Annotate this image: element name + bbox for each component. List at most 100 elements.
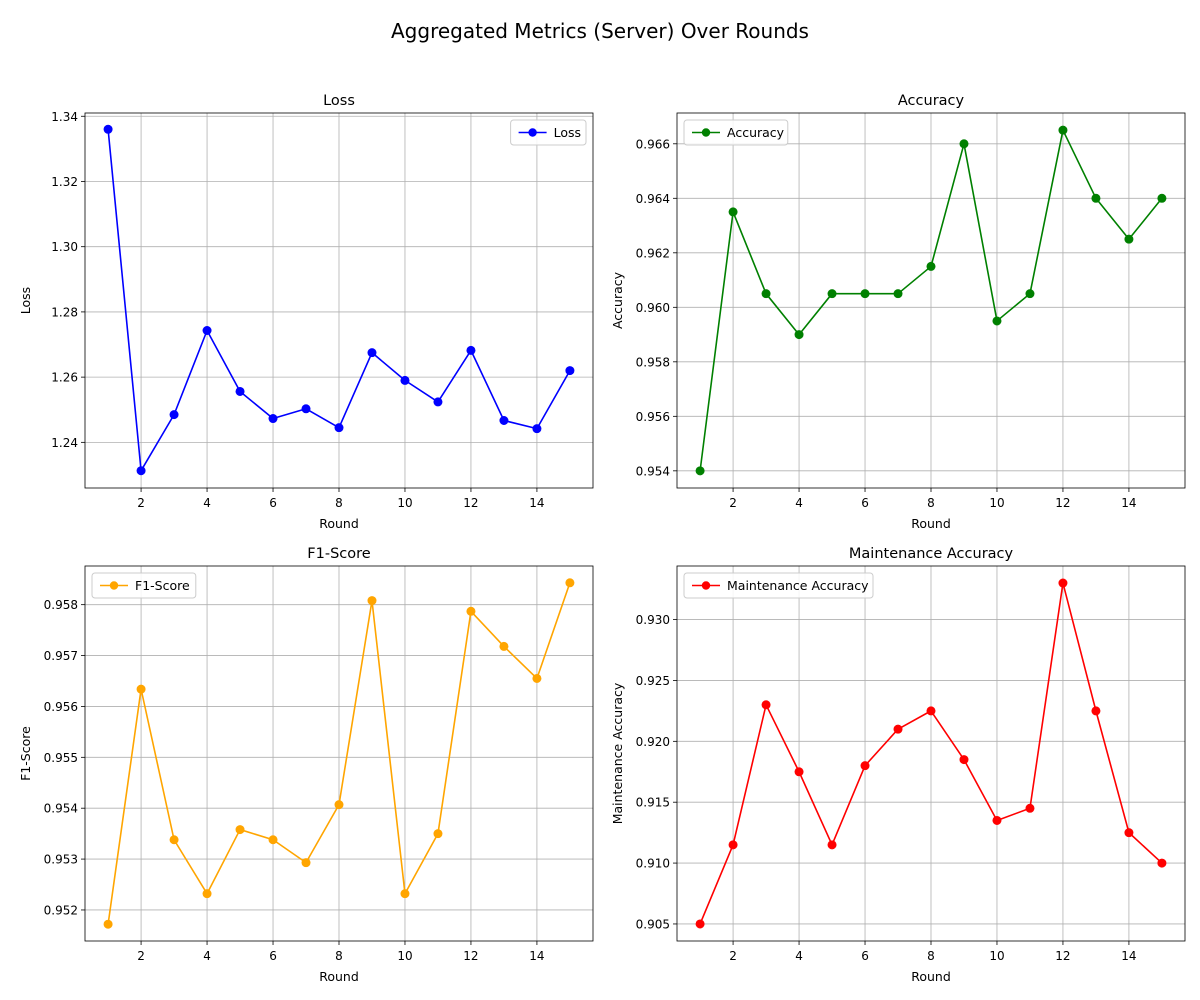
data-point bbox=[367, 348, 377, 358]
data-point bbox=[926, 706, 936, 716]
legend-marker bbox=[701, 128, 711, 137]
data-point bbox=[1124, 234, 1134, 244]
y-axis-label: Maintenance Accuracy bbox=[610, 682, 625, 824]
x-tick-label: 6 bbox=[269, 949, 277, 963]
axes-frame bbox=[84, 565, 594, 942]
subplot-grid: 2 4 6 8 10 12 14 1.24 1.26 1.28 1.30 1.32 1.34 Loss Ro… bbox=[18, 93, 1186, 984]
data-point bbox=[202, 325, 212, 335]
figure-suptitle: Aggregated Metrics (Server) Over Rounds bbox=[391, 19, 809, 43]
x-tick-label: 14 bbox=[1121, 496, 1136, 510]
data-point bbox=[1091, 193, 1101, 203]
data-point bbox=[268, 414, 278, 424]
data-point bbox=[301, 404, 311, 414]
legend-box bbox=[91, 572, 197, 599]
data-point bbox=[794, 767, 804, 777]
x-tick-label: 4 bbox=[795, 949, 803, 963]
y-axis-label: Accuracy bbox=[610, 271, 625, 329]
x-tick-label: 4 bbox=[203, 949, 211, 963]
data-point bbox=[202, 889, 212, 899]
data-point bbox=[235, 825, 245, 835]
y-tick-label: 0.954 bbox=[44, 802, 78, 816]
y-tick-label: 0.954 bbox=[636, 464, 670, 478]
x-tick-label: 2 bbox=[729, 496, 737, 510]
y-tick-label: 1.30 bbox=[51, 240, 78, 254]
data-point bbox=[433, 829, 443, 839]
x-tick-label: 8 bbox=[335, 949, 343, 963]
x-axis-label: Round bbox=[319, 969, 359, 984]
legend-box bbox=[683, 119, 789, 146]
data-point bbox=[959, 755, 969, 765]
data-point bbox=[565, 578, 575, 588]
x-tick-label: 12 bbox=[463, 496, 478, 510]
data-point bbox=[1058, 125, 1068, 135]
data-point bbox=[794, 330, 804, 340]
y-tick-label: 1.32 bbox=[51, 175, 78, 189]
y-tick-label: 0.958 bbox=[636, 355, 670, 369]
y-tick-label: 0.958 bbox=[44, 598, 78, 612]
x-tick-label: 12 bbox=[1055, 496, 1070, 510]
axes-frame bbox=[84, 112, 594, 489]
data-point bbox=[400, 375, 410, 385]
y-tick-label: 0.925 bbox=[636, 674, 670, 688]
data-point bbox=[695, 466, 705, 476]
x-tick-label: 2 bbox=[729, 949, 737, 963]
legend-label: Maintenance Accuracy bbox=[727, 578, 869, 593]
y-tick-label: 0.953 bbox=[44, 853, 78, 867]
data-point bbox=[893, 724, 903, 734]
data-point bbox=[433, 397, 443, 407]
legend-box bbox=[683, 572, 874, 599]
data-point bbox=[1058, 578, 1068, 588]
y-axis-label: F1-Score bbox=[18, 726, 33, 781]
panel-title: F1-Score bbox=[307, 546, 370, 562]
legend-label: F1-Score bbox=[135, 578, 190, 593]
y-axis-label: Loss bbox=[18, 287, 33, 314]
data-point bbox=[1157, 193, 1167, 203]
data-point bbox=[926, 261, 936, 271]
x-tick-label: 10 bbox=[397, 496, 412, 510]
x-tick-label: 12 bbox=[1055, 949, 1070, 963]
y-tick-label: 1.28 bbox=[51, 305, 78, 319]
data-point bbox=[959, 139, 969, 149]
legend-marker bbox=[701, 581, 711, 590]
data-point bbox=[1025, 289, 1035, 299]
y-tick-label: 1.34 bbox=[51, 110, 78, 124]
data-point bbox=[827, 840, 837, 850]
x-tick-label: 10 bbox=[989, 496, 1004, 510]
data-point bbox=[860, 289, 870, 299]
chart-panel-3: 2 4 6 8 10 12 14 0.952 0.953 0.954 0.955 0.956 0.957… bbox=[18, 546, 594, 984]
x-tick-label: 14 bbox=[1121, 949, 1136, 963]
chart-panel-4: 2 4 6 8 10 12 14 0.905 0.910 0.915 0.920 0.925 0.930… bbox=[610, 546, 1186, 984]
y-tick-label: 0.964 bbox=[636, 192, 670, 206]
legend-box bbox=[510, 119, 587, 146]
data-point bbox=[367, 596, 377, 606]
y-tick-label: 0.957 bbox=[44, 649, 78, 663]
data-point bbox=[466, 345, 476, 355]
data-point bbox=[235, 386, 245, 396]
x-tick-label: 10 bbox=[989, 949, 1004, 963]
data-point bbox=[103, 124, 113, 134]
data-point bbox=[169, 835, 179, 845]
panel-title: Maintenance Accuracy bbox=[849, 546, 1014, 562]
y-tick-label: 0.930 bbox=[636, 613, 670, 627]
y-tick-label: 0.956 bbox=[44, 700, 78, 714]
data-point bbox=[532, 673, 542, 683]
x-tick-label: 14 bbox=[529, 949, 544, 963]
data-point bbox=[334, 423, 344, 433]
x-tick-label: 4 bbox=[795, 496, 803, 510]
x-tick-label: 2 bbox=[137, 496, 145, 510]
x-tick-label: 6 bbox=[269, 496, 277, 510]
y-tick-label: 0.905 bbox=[636, 917, 670, 931]
data-point bbox=[466, 606, 476, 616]
x-tick-label: 6 bbox=[861, 949, 869, 963]
legend-marker bbox=[109, 581, 119, 590]
y-tick-label: 1.24 bbox=[51, 436, 78, 450]
legend: F1-Score bbox=[91, 572, 197, 599]
x-axis-label: Round bbox=[911, 516, 951, 531]
legend-label: Loss bbox=[554, 125, 581, 140]
data-point bbox=[1091, 706, 1101, 716]
data-point bbox=[268, 835, 278, 845]
data-point bbox=[1025, 803, 1035, 813]
y-tick-label: 0.960 bbox=[636, 301, 670, 315]
legend: Accuracy bbox=[683, 119, 789, 146]
